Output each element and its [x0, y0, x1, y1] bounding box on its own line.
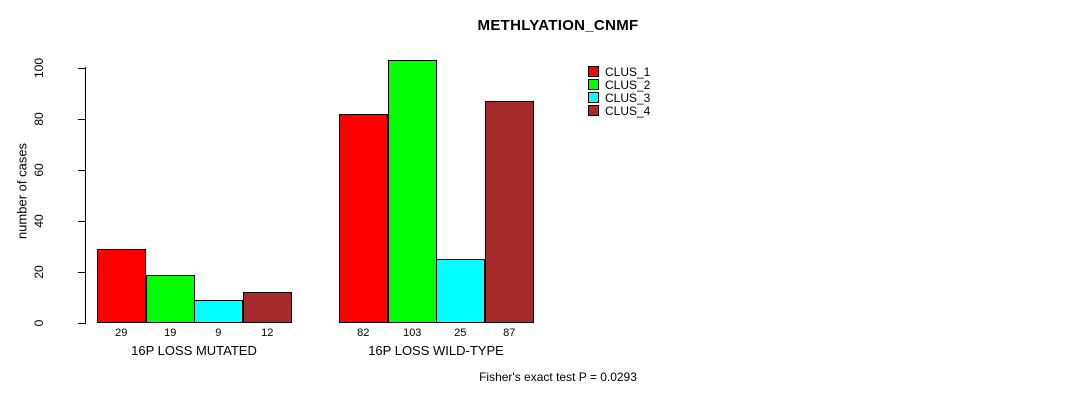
bar-value-label: 9 [215, 327, 222, 339]
legend-label-clus_1: CLUS_1 [605, 65, 651, 79]
bar-clus_3-group2 [436, 259, 485, 323]
y-axis-tick-label: 40 [32, 214, 46, 228]
y-axis-tick-label: 60 [32, 163, 46, 177]
legend-swatch-clus_2 [588, 79, 599, 90]
bar-clus_4-group1 [243, 292, 292, 323]
bar-clus_2-group2 [388, 60, 437, 323]
legend-label-clus_3: CLUS_3 [605, 91, 651, 105]
bar-clus_3-group1 [194, 300, 243, 323]
chart-title: METHLYATION_CNMF [477, 17, 639, 34]
bar-value-label: 12 [261, 327, 274, 339]
legend-swatch-clus_4 [588, 105, 599, 116]
legend-label-clus_2: CLUS_2 [605, 78, 651, 92]
legend-swatch-clus_1 [588, 66, 599, 77]
bar-value-label: 25 [454, 327, 467, 339]
bar-clus_1-group2 [339, 114, 388, 323]
bar-clus_4-group2 [485, 101, 534, 323]
y-axis-line [85, 67, 86, 324]
category-label: 16P LOSS MUTATED [131, 343, 257, 358]
bar-clus_2-group1 [146, 275, 195, 323]
y-axis-tick [78, 119, 85, 120]
legend-swatch-clus_3 [588, 92, 599, 103]
y-axis-tick [78, 221, 85, 222]
bar-value-label: 29 [115, 327, 128, 339]
bar-value-label: 82 [357, 327, 370, 339]
bar-clus_1-group1 [97, 249, 146, 323]
bar-value-label: 87 [503, 327, 516, 339]
y-axis-tick [78, 170, 85, 171]
statistical-test-footer: Fisher's exact test P = 0.0293 [479, 370, 637, 384]
bar-value-label: 19 [164, 327, 177, 339]
category-label: 16P LOSS WILD-TYPE [368, 343, 504, 358]
legend-label-clus_4: CLUS_4 [605, 104, 651, 118]
y-axis-tick-label: 0 [32, 319, 46, 327]
y-axis-tick [78, 323, 85, 324]
bar-value-label: 103 [403, 327, 422, 339]
y-axis-tick-label: 100 [32, 57, 46, 79]
y-axis-tick-label: 20 [32, 265, 46, 279]
y-axis-tick [78, 68, 85, 69]
y-axis-tick [78, 272, 85, 273]
y-axis-tick-label: 80 [32, 112, 46, 126]
